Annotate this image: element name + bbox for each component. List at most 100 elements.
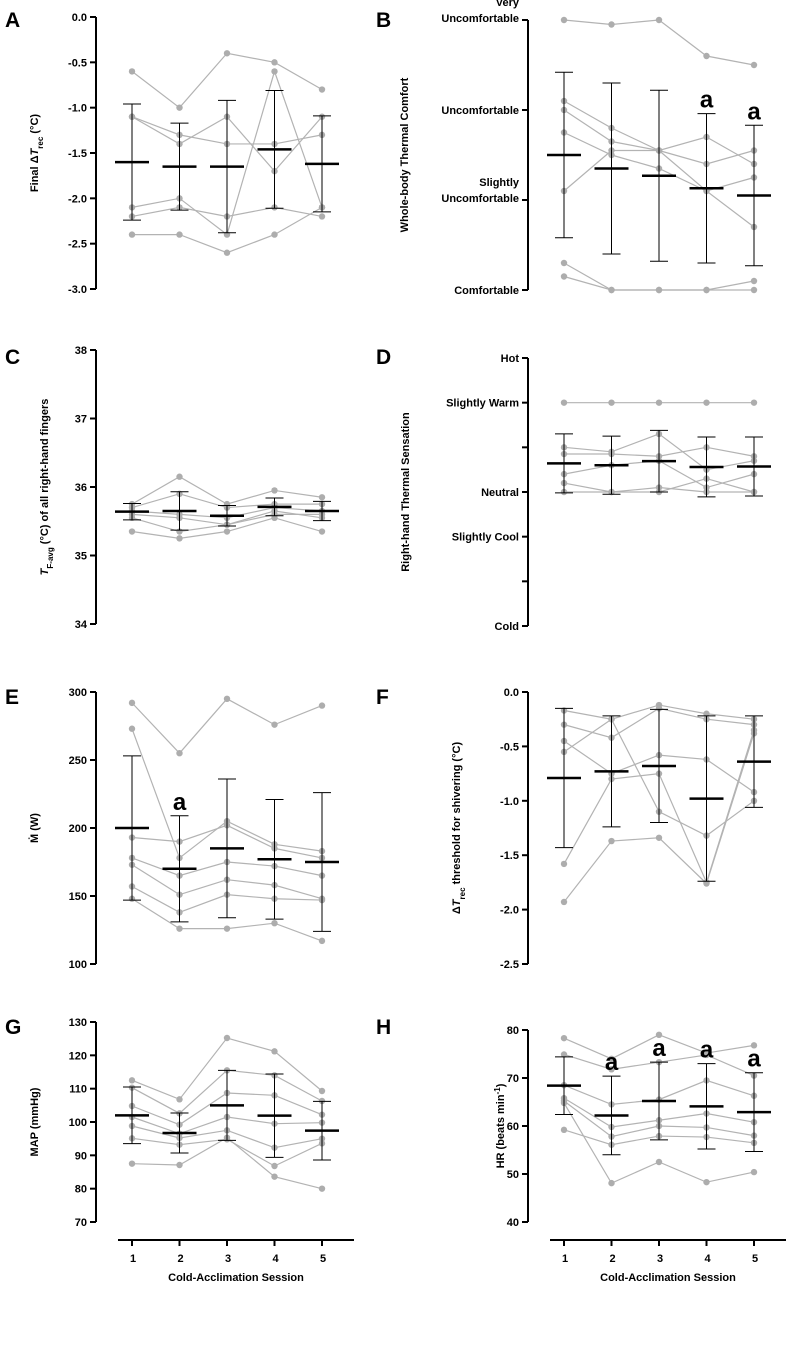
y-tick-label: Slightly Warm [446,398,519,410]
y-tick-label: 70 [75,1217,87,1229]
panel-D: D Hot Slightly Warm Neutral Slightly Cool Col… [376,346,771,633]
y-axis-label: MAP (mmHg) [29,1087,41,1156]
participant-point [271,487,278,494]
participant-point [271,59,278,66]
y-tick-label: 60 [507,1121,519,1133]
participant-point [223,925,231,932]
panel-letter-F: F [376,686,389,709]
participant-point [223,695,231,702]
participant-point [128,1077,136,1084]
y-tick-label: Uncomfortable [441,105,519,117]
participant-point [750,277,758,285]
participant-point [655,1031,663,1039]
panel-letter-E: E [5,686,19,709]
y-tick-label: 100 [69,1117,87,1129]
y-tick-label: -2.5 [68,239,87,251]
participant-point [608,286,615,294]
participant-point [176,535,183,542]
participant-point [750,399,758,406]
participant-point [271,68,278,75]
y-tick-label: 34 [75,619,88,631]
y-tick-label: 36 [75,482,87,494]
y-label-subscript: rec [458,887,467,900]
participant-point [655,705,663,712]
significance-label: a [747,1046,761,1073]
y-tick-label: Cold [495,621,519,633]
y-label-symbol: T [451,898,463,906]
y-tick-label: -1.5 [68,148,87,160]
y-tick-label: 120 [69,1050,87,1062]
participant-point [608,1055,615,1063]
y-axis-label: ΔTrec threshold for shivering (°C) [451,742,467,915]
participant-point [271,1162,278,1170]
y-tick-label: 200 [69,823,87,835]
participant-point [223,528,231,535]
participant-point [318,86,326,93]
participant-point [128,1160,136,1167]
y-tick-label: 150 [69,891,87,903]
participant-point [703,880,710,887]
y-tick-label: -2.0 [500,905,519,917]
y-label-subscript: rec [36,136,45,149]
x-tick-label: 4 [704,1253,711,1265]
participant-point [223,1034,231,1042]
participant-point [128,528,136,535]
x-tick-label: 3 [225,1253,231,1265]
y-axis-label: Whole-body Thermal Comfort [399,77,411,232]
participant-point [176,750,183,757]
y-tick-label-line: Uncomfortable [441,13,519,25]
participant-point [271,721,278,728]
panel-A: A 0.0 -0.5 -1.0 -1.5 -2.0 -2.5 -3.0 Final ΔTrec … [5,9,339,296]
participant-point [560,273,568,280]
y-label-subscript: F-avg [46,547,55,568]
y-label-symbol: T [39,567,51,575]
participant-point [750,286,758,294]
x-tick-label: 1 [562,1253,568,1265]
participant-point [560,399,568,406]
x-tick-label: 3 [657,1253,663,1265]
participant-point [318,702,326,709]
y-tick-label: -3.0 [68,284,87,296]
participant-line-P1 [131,476,323,505]
significance-label: a [652,1035,666,1062]
participant-point [176,1161,183,1169]
panel-B: B Very Uncomfortable Uncomfortable Slightly U… [376,0,771,297]
participant-point [655,16,663,24]
participant-point [560,16,568,24]
y-tick-label: -1.0 [500,796,519,808]
participant-line-P7 [131,1136,323,1190]
panel-C: C 38 37 36 35 34 TF-avg (°C) of all right-hand… [5,345,339,631]
y-label-end: (W) [29,813,41,834]
y-tick-label: 80 [75,1184,87,1196]
panel-letter-G: G [5,1016,21,1039]
y-tick-label: Comfortable [454,285,519,297]
participant-line-P6 [563,262,755,291]
participant-point [318,528,326,535]
y-tick-label: 90 [75,1150,87,1162]
panel-E: E 300 250 200 150 100 Ṁ (W) a [5,686,339,971]
participant-point [176,473,183,480]
participant-point [176,104,183,111]
participant-point [750,1168,758,1176]
y-tick-label: 130 [69,1017,87,1029]
participant-point [271,920,278,927]
participant-point [176,925,183,932]
participant-point [128,725,136,732]
y-tick-label: 250 [69,755,87,767]
participant-point [608,399,615,406]
y-label-main: HR (beats min [495,1094,507,1168]
y-label-end: (°C) of all right-hand fingers [39,399,51,548]
participant-point [703,399,710,406]
significance-label: a [173,789,187,816]
x-tick-label: 2 [177,1253,183,1265]
participant-point [128,699,136,707]
x-tick-label: 1 [130,1253,136,1265]
panel-letter-B: B [376,9,391,32]
panel-letter-D: D [376,346,391,369]
y-tick-label-line: Slightly [479,177,520,189]
participant-point [271,1048,278,1055]
significance-label: a [605,1049,619,1076]
y-tick-label: 0.0 [72,12,87,24]
y-tick-label: 300 [69,687,87,699]
